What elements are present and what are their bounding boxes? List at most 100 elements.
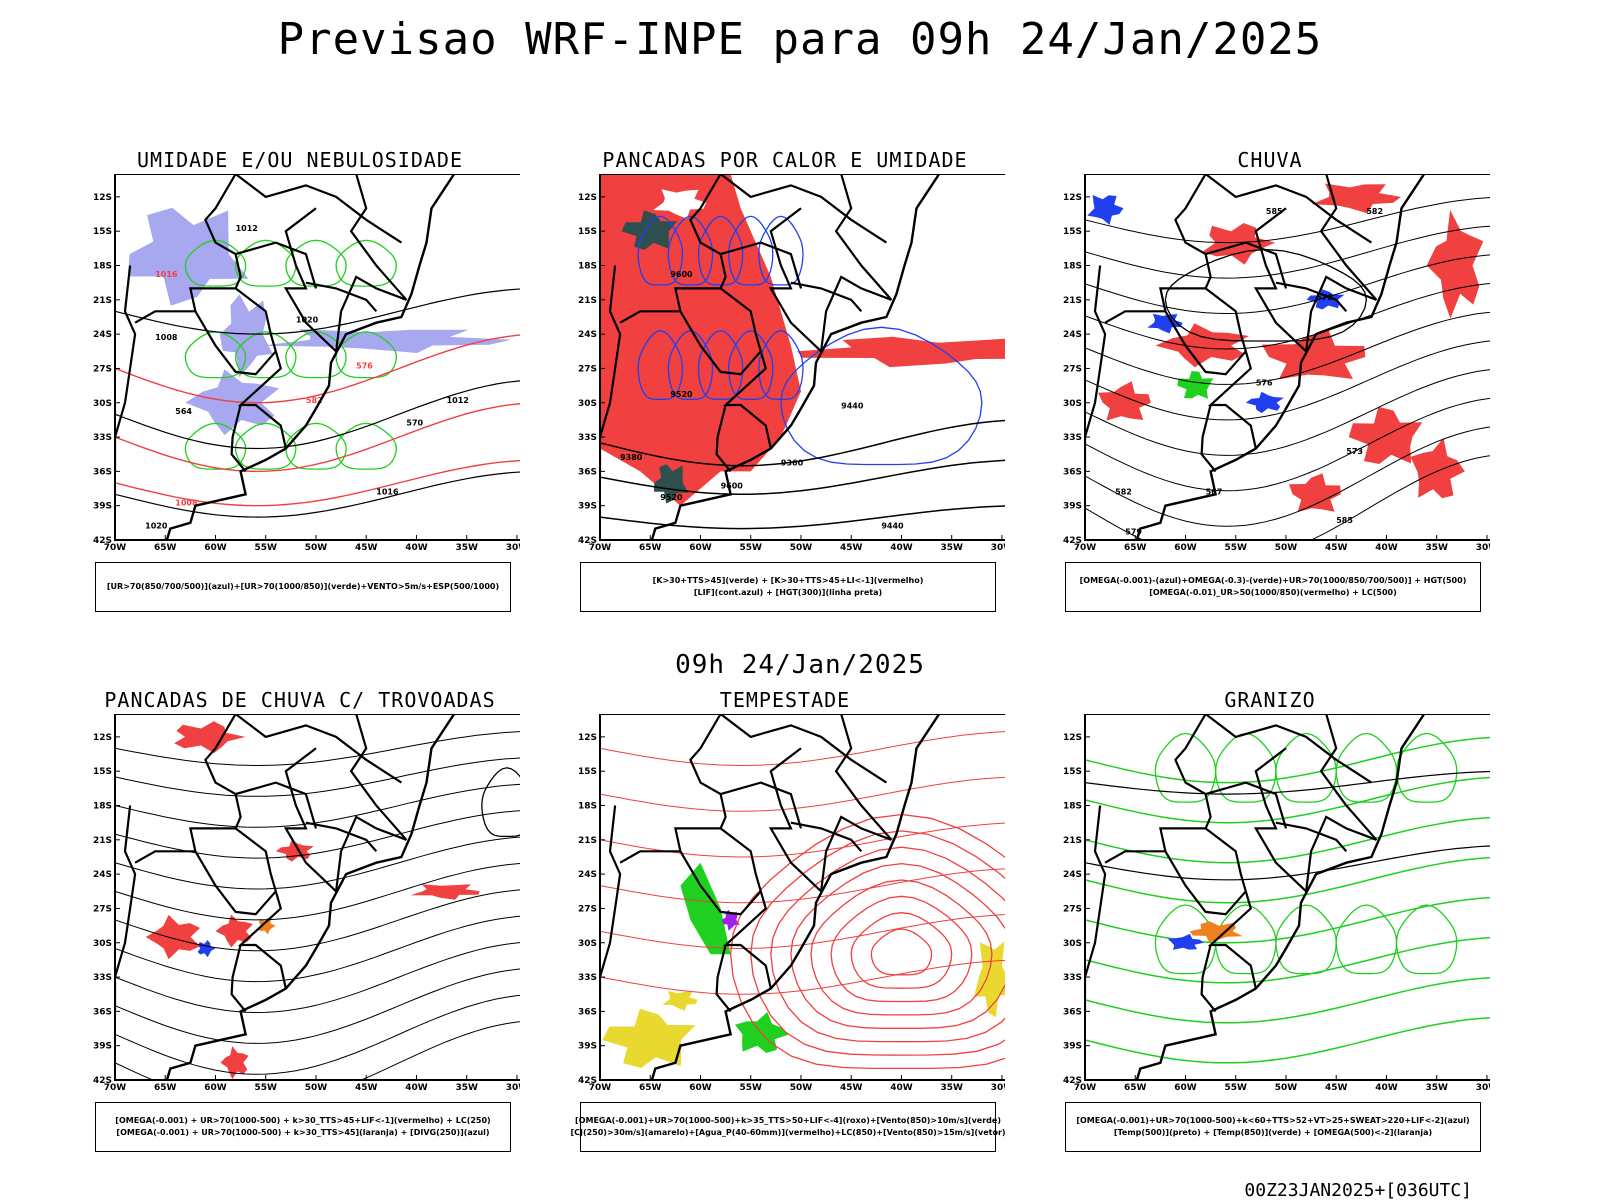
border-line xyxy=(715,404,732,473)
contour-label: 573 xyxy=(1346,447,1363,456)
border-line xyxy=(235,241,318,289)
border-line xyxy=(600,805,622,1016)
temperature-850-contour xyxy=(1395,732,1458,803)
border-line xyxy=(1275,821,1348,853)
omega-area xyxy=(1306,289,1345,310)
map-background xyxy=(115,714,520,1080)
lat-label: 42S xyxy=(578,536,597,546)
thunderstorm-area xyxy=(215,914,253,948)
lon-label: 60W xyxy=(1174,543,1197,553)
clear-area xyxy=(859,210,923,290)
lon-label: 65W xyxy=(1124,543,1147,553)
contour-label: 1016 xyxy=(155,270,178,279)
legend-line-2: [Temp(500)](preto) + [Temp(850)](verde) … xyxy=(1113,1128,1433,1137)
border-line xyxy=(720,241,803,289)
contour-label: 9520 xyxy=(670,390,693,399)
streamline xyxy=(115,915,520,983)
lat-label: 15S xyxy=(1063,767,1082,777)
border-line xyxy=(1174,174,1247,352)
thunderstorm-area xyxy=(145,914,201,960)
lon-label: 70W xyxy=(589,1083,612,1093)
lat-label: 24S xyxy=(578,330,597,340)
border-line xyxy=(720,781,803,829)
contour-label: 1020 xyxy=(296,316,319,325)
border-line xyxy=(768,207,822,353)
panel-title: TEMPESTADE xyxy=(719,688,851,712)
field-layer: 9600 9520 9440 9380 9360 9600 9520 9440 xyxy=(600,174,1005,531)
legend-box: [UR>70(850/700/500)](azul)+[UR>70(1000/8… xyxy=(95,562,511,612)
streamline xyxy=(770,846,1005,1043)
contour-label: 9600 xyxy=(721,482,744,491)
contour-label: 585 xyxy=(1266,207,1283,216)
temperature-850-contour xyxy=(1214,732,1277,803)
panel-title: GRANIZO xyxy=(1224,688,1316,712)
legend-line-1: [OMEGA(-0.001)-(azul)+OMEGA(-0.3)-(verde… xyxy=(1079,576,1467,585)
legend-line-1: [OMEGA(-0.001) + UR>70(1000-500) + k>30_… xyxy=(115,1116,491,1125)
lon-label: 35W xyxy=(455,1083,478,1093)
border-line xyxy=(1253,207,1307,353)
border-line xyxy=(719,174,887,244)
contour-label: 582 xyxy=(306,396,323,405)
lat-label: 12S xyxy=(93,193,112,203)
map-content xyxy=(115,714,520,1080)
legend-box: [OMEGA(-0.001) + UR>70(1000-500) + k>30_… xyxy=(95,1102,511,1152)
streamline xyxy=(1085,225,1490,279)
height-contour xyxy=(600,459,1005,495)
humidity-contour xyxy=(335,239,398,287)
humidity-contour xyxy=(285,422,347,470)
temperature-850-contour xyxy=(1085,856,1490,904)
lat-label: 24S xyxy=(1063,330,1082,340)
temperature-850-contour xyxy=(1154,732,1217,803)
lat-label: 39S xyxy=(93,502,112,512)
omega-area xyxy=(1245,391,1284,414)
streamline xyxy=(600,776,1005,812)
lat-label: 18S xyxy=(578,262,597,272)
lon-label: 30W xyxy=(506,543,520,553)
lon-label: 45W xyxy=(355,543,378,553)
rain-area xyxy=(1426,210,1484,319)
lat-label: 18S xyxy=(93,262,112,272)
border-line xyxy=(283,207,337,353)
lat-label: 27S xyxy=(578,364,597,374)
lon-label: 45W xyxy=(840,1083,863,1093)
temperature-850-contour xyxy=(1335,904,1398,975)
legend-line-2: [LIF](cont.azul) + [HGT(300)](linha pret… xyxy=(693,588,883,597)
lon-label: 70W xyxy=(1074,543,1097,553)
contour-label: 576 xyxy=(1256,379,1273,388)
panel-title: UMIDADE E/OU NEBULOSIDADE xyxy=(136,148,464,172)
lon-label: 40W xyxy=(890,1083,913,1093)
coastline xyxy=(650,174,941,540)
lat-label: 30S xyxy=(578,939,597,949)
humidity-contour xyxy=(184,239,247,287)
map-chuva: 585 58257957657356758558257912S15S18S21S2… xyxy=(1063,174,1490,553)
legend-box: [OMEGA(-0.001)+UR>70(1000-500)+k<60+TTS>… xyxy=(1065,1102,1481,1152)
temperature-850-contour xyxy=(1214,904,1277,975)
thunderstorm-area xyxy=(410,884,480,900)
lon-label: 70W xyxy=(104,1083,127,1093)
lat-label: 33S xyxy=(93,433,112,443)
lat-label: 33S xyxy=(1063,433,1082,443)
streamline xyxy=(1085,369,1490,456)
lif-contour xyxy=(667,330,714,400)
lon-label: 30W xyxy=(1476,1083,1490,1093)
lif-contour xyxy=(758,215,804,286)
lat-label: 42S xyxy=(1063,1076,1082,1086)
legend-box: [K>30+TTS>45](verde) + [K>30+TTS>45+LI<-… xyxy=(580,562,996,612)
coastline xyxy=(165,714,456,1080)
border-line xyxy=(674,287,762,376)
streamline xyxy=(600,959,1005,995)
contour-label: 9600 xyxy=(670,270,693,279)
instability-area xyxy=(257,917,276,935)
lat-label: 18S xyxy=(1063,262,1082,272)
map-content xyxy=(1085,714,1490,1080)
lat-label: 27S xyxy=(93,904,112,914)
lat-label: 42S xyxy=(93,536,112,546)
lat-label: 30S xyxy=(578,399,597,409)
contour-label: 1008 xyxy=(175,499,198,508)
streamline xyxy=(115,994,520,1075)
temperature-850-contour xyxy=(1085,936,1490,984)
panel-title: PANCADAS POR CALOR E UMIDADE xyxy=(602,148,968,172)
lat-label: 21S xyxy=(1063,296,1082,306)
lif-contour xyxy=(727,330,774,400)
